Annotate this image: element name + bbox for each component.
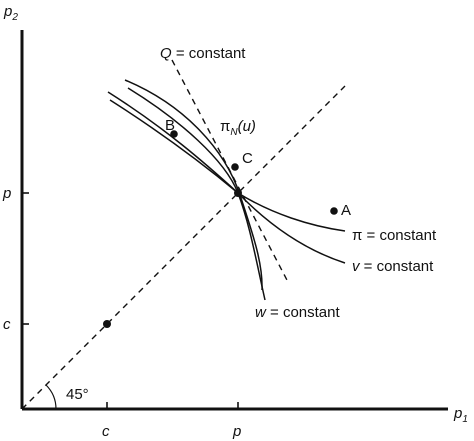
- angle-arc: [45, 384, 57, 410]
- q-constant-label: Q = constant: [160, 45, 246, 62]
- diagonal-45-line: [21, 85, 346, 410]
- point-a-marker: [330, 207, 338, 215]
- angle-label: 45°: [66, 386, 89, 403]
- equilibrium-point: [234, 189, 242, 197]
- point-c-marker: [231, 163, 239, 171]
- y-tick-c: c: [3, 316, 11, 333]
- x-tick-c: c: [102, 423, 110, 440]
- pi-n-label: πN(u): [220, 118, 256, 138]
- point-a-label: A: [341, 202, 351, 219]
- x-tick-p: p: [232, 423, 241, 440]
- w-constant-label: w = constant: [255, 304, 340, 321]
- y-tick-p: p: [2, 185, 11, 202]
- x-axis-label: p1: [453, 405, 468, 425]
- diagonal-c-point: [103, 320, 111, 328]
- point-b-label: B: [165, 117, 175, 134]
- pi-constant-label: π = constant: [352, 227, 437, 244]
- y-axis-label: p2: [3, 3, 18, 23]
- pi-constant-curve: [107, 91, 346, 232]
- v-constant-label: v = constant: [352, 258, 434, 275]
- pi-n-curve: [124, 79, 263, 291]
- point-b-marker: [170, 130, 178, 138]
- point-c-label: C: [242, 150, 253, 167]
